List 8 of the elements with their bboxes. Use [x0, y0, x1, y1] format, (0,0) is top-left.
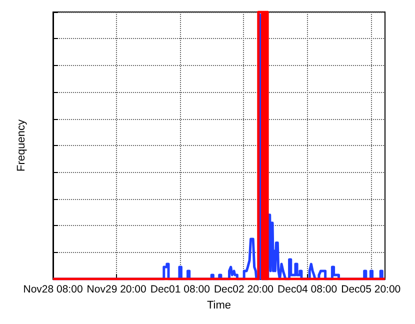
x-tick-label: Dec05 20:00 — [341, 284, 401, 296]
x-tick-label: Dec04 08:00 — [278, 284, 338, 296]
x-tick-label: Nov29 20:00 — [86, 284, 147, 296]
x-axis-title: Time — [206, 299, 232, 312]
x-tick-label: Dec02 20:00 — [214, 284, 274, 296]
x-tick-label: Dec01 08:00 — [150, 284, 210, 296]
x-tick-label: Nov28 08:00 — [23, 284, 83, 296]
y-axis-title: Frequency — [16, 119, 28, 172]
